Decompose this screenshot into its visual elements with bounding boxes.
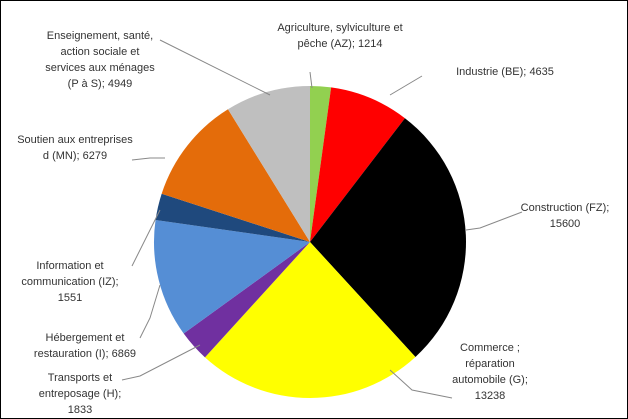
value-label: 1833 [67,404,93,416]
category-name: Information et communication (IZ); [21,260,119,288]
leader-line [465,211,523,231]
leader-line [131,157,165,161]
slice-label: Agriculture, sylviculture et pêche (AZ);… [275,20,405,52]
slice-label: Commerce ; réparation automobile (G); 13… [445,340,535,404]
pie-slice [161,109,310,242]
category-name: Hébergement et restauration (I); [33,332,125,360]
slice-label: Enseignement, santé, action sociale et s… [40,28,160,92]
category-name: Transports et entreposage (H); [38,372,122,400]
value-label: 6869 [111,348,137,360]
pie-slice [204,242,416,398]
value-label: 4635 [529,66,554,78]
pie-slice [155,193,310,242]
pie-slice [310,118,466,357]
slice-label: Construction (FZ); 15600 [505,200,625,232]
pie-slice [183,242,310,358]
leader-line [121,344,201,381]
slice-label: Soutien aux entreprises d (MN); 6279 [15,132,135,164]
pie-slice [227,86,310,242]
category-name: Agriculture, sylviculture et pêche (AZ); [277,22,403,50]
category-name: Enseignement, santé, action sociale et s… [45,30,155,90]
category-name: Construction (FZ); [520,202,610,214]
value-label: 13238 [474,390,506,402]
leader-line [389,75,423,96]
leader-line [131,209,161,267]
leader-line [159,39,271,96]
slice-label: Industrie (BE); 4635 [425,64,585,80]
value-label: 1214 [358,38,383,50]
slice-label: Transports et entreposage (H); 1833 [30,370,130,418]
pie-slice [154,220,310,334]
leader-line [139,284,161,339]
value-label: 6279 [82,150,108,162]
leader-line [309,71,313,89]
value-label: 1551 [57,292,83,304]
category-name: Commerce ; réparation automobile (G); [452,342,528,386]
slice-label: Information et communication (IZ); 1551 [10,258,130,306]
category-name: Soutien aux entreprises d (MN); [17,134,133,162]
category-name: Industrie (BE); [456,66,527,78]
leader-line [389,369,453,399]
pie-slice [310,86,332,242]
pie-slice [310,87,405,242]
value-label: 15600 [549,218,581,230]
slice-label: Hébergement et restauration (I); 6869 [20,330,150,362]
value-label: 4949 [107,78,133,90]
